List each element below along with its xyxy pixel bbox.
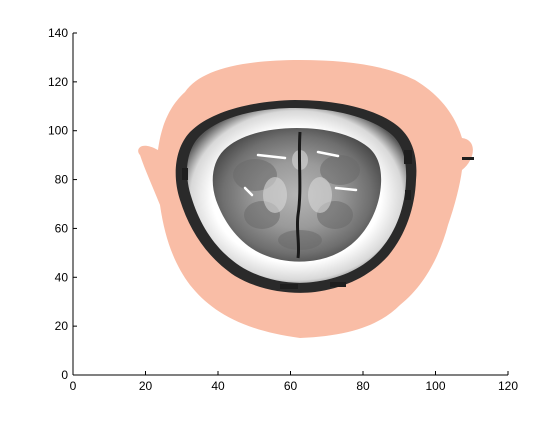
y-tick-label: 20 [55,319,69,333]
brain-highlights [263,150,332,213]
x-tick-label: 60 [284,379,298,393]
x-tick-label: 80 [356,379,370,393]
y-tick-label: 40 [55,270,69,284]
midline-fissure [295,131,302,259]
y-tick-label: 60 [55,221,69,235]
x-ticks: 0 20 40 60 80 100 120 [70,371,518,393]
x-tick-label: 20 [139,379,153,393]
axes: 0 20 40 60 80 100 120 0 20 40 60 80 100 120 140 [48,26,518,393]
y-tick-label: 100 [48,124,68,138]
x-tick-label: 40 [211,379,225,393]
y-tick-label: 140 [48,26,68,40]
mri-image [138,60,474,338]
x-tick-label: 0 [70,379,77,393]
y-tick-label: 80 [55,173,69,187]
bright-streaks [243,150,358,197]
y-tick-label: 120 [48,75,68,89]
y-tick-label: 0 [61,368,68,382]
edge-speckles [182,150,474,289]
x-tick-label: 100 [425,379,445,393]
y-ticks: 0 20 40 60 80 100 120 140 [48,26,77,382]
brain-texture [233,155,360,250]
x-tick-label: 120 [498,379,518,393]
